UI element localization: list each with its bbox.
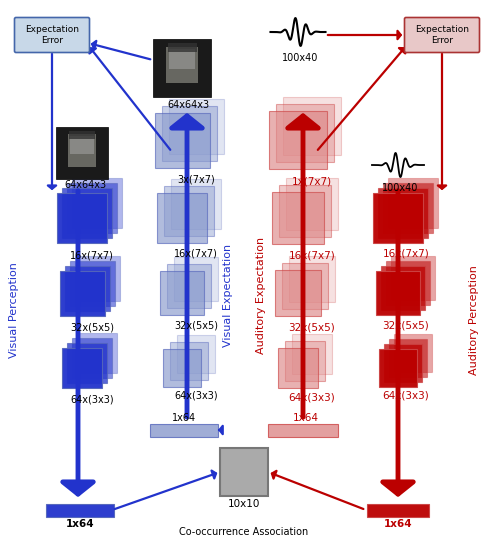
- Bar: [379, 349, 417, 387]
- Bar: [57, 193, 107, 243]
- Bar: [157, 193, 207, 243]
- Text: 1x64: 1x64: [172, 413, 196, 423]
- Bar: [153, 39, 211, 97]
- Text: 100x40: 100x40: [282, 53, 318, 63]
- Text: 16x(7x7): 16x(7x7): [70, 250, 114, 260]
- Bar: [164, 186, 214, 236]
- Text: Auditory Expectation: Auditory Expectation: [256, 236, 266, 353]
- Bar: [162, 105, 217, 161]
- Bar: [160, 271, 204, 315]
- Bar: [386, 261, 430, 305]
- Bar: [220, 448, 268, 496]
- Text: 32x(5x5): 32x(5x5): [174, 320, 218, 330]
- Text: 10x10: 10x10: [228, 499, 260, 509]
- Bar: [72, 178, 122, 228]
- Bar: [64, 265, 109, 310]
- Bar: [269, 111, 327, 169]
- Bar: [75, 255, 120, 301]
- Bar: [272, 192, 324, 244]
- Text: 64x(3x3): 64x(3x3): [383, 391, 429, 401]
- Bar: [72, 338, 112, 378]
- Bar: [46, 503, 114, 516]
- Bar: [381, 266, 425, 310]
- Bar: [166, 47, 198, 83]
- Bar: [62, 188, 112, 238]
- Text: Expectation
Error: Expectation Error: [25, 25, 79, 45]
- Bar: [383, 183, 433, 233]
- Text: 64x(3x3): 64x(3x3): [70, 395, 114, 405]
- Bar: [155, 113, 209, 167]
- Bar: [391, 256, 435, 300]
- Bar: [282, 263, 328, 309]
- Text: Co-occurrence Association: Co-occurrence Association: [180, 527, 308, 537]
- Text: 1x(7x7): 1x(7x7): [292, 177, 332, 187]
- Bar: [168, 99, 224, 153]
- Bar: [384, 344, 422, 382]
- Bar: [171, 179, 221, 229]
- Bar: [389, 339, 427, 377]
- Bar: [286, 178, 338, 230]
- Bar: [67, 183, 117, 233]
- Bar: [289, 256, 335, 302]
- Text: Auditory Perception: Auditory Perception: [469, 265, 479, 375]
- Bar: [60, 270, 104, 315]
- Bar: [279, 185, 331, 237]
- Text: 64x64x3: 64x64x3: [167, 100, 209, 110]
- Bar: [276, 104, 334, 162]
- Bar: [283, 97, 341, 155]
- Text: 64x(3x3): 64x(3x3): [174, 391, 218, 401]
- Bar: [150, 423, 218, 436]
- Text: Expectation
Error: Expectation Error: [415, 25, 469, 45]
- Text: 16x(7x7): 16x(7x7): [288, 251, 335, 261]
- Text: 64x(3x3): 64x(3x3): [288, 393, 335, 403]
- Bar: [275, 270, 321, 316]
- Text: 64x64x3: 64x64x3: [64, 180, 106, 190]
- Text: 32x(5x5): 32x(5x5): [288, 322, 335, 332]
- Bar: [177, 335, 215, 373]
- Text: Visual Expectation: Visual Expectation: [223, 244, 233, 347]
- Text: 16x(7x7): 16x(7x7): [174, 248, 218, 258]
- Text: 16x(7x7): 16x(7x7): [383, 248, 429, 258]
- FancyBboxPatch shape: [405, 17, 480, 53]
- Text: 3x(7x7): 3x(7x7): [177, 175, 215, 185]
- Bar: [378, 188, 428, 238]
- Text: 1x64: 1x64: [293, 413, 319, 423]
- Bar: [69, 131, 95, 139]
- Text: Visual Perception: Visual Perception: [9, 262, 19, 358]
- Bar: [373, 193, 423, 243]
- Bar: [68, 134, 96, 166]
- Bar: [174, 257, 218, 301]
- Bar: [163, 349, 201, 387]
- Bar: [62, 348, 102, 388]
- Text: 100x40: 100x40: [382, 183, 418, 193]
- Bar: [170, 342, 208, 380]
- Text: 1x64: 1x64: [384, 519, 412, 529]
- Bar: [394, 334, 432, 372]
- Bar: [376, 271, 420, 315]
- Bar: [167, 43, 197, 52]
- Bar: [388, 178, 438, 228]
- Bar: [278, 348, 318, 388]
- Bar: [169, 49, 195, 69]
- Bar: [367, 503, 429, 516]
- Bar: [69, 260, 115, 306]
- Text: 1x64: 1x64: [66, 519, 94, 529]
- Bar: [292, 334, 332, 374]
- Bar: [167, 264, 211, 308]
- Text: 32x(5x5): 32x(5x5): [70, 322, 114, 332]
- Bar: [268, 423, 338, 436]
- Bar: [67, 343, 107, 383]
- Text: 32x(5x5): 32x(5x5): [383, 320, 429, 330]
- Bar: [70, 136, 94, 155]
- Bar: [285, 341, 325, 381]
- Bar: [77, 333, 117, 373]
- FancyBboxPatch shape: [15, 17, 89, 53]
- Bar: [56, 127, 108, 179]
